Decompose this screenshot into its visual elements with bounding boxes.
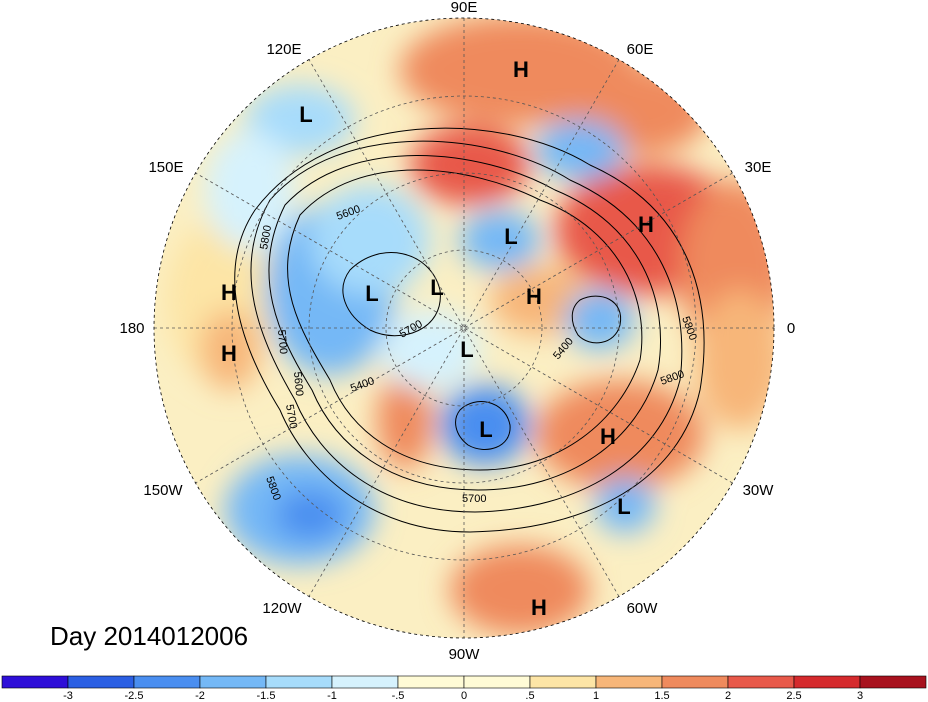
- center-marker: L: [365, 281, 378, 306]
- contour-label: 5700: [275, 329, 289, 354]
- colorbar-box: [265, 675, 333, 689]
- colorbar-tick-label: -1: [327, 690, 337, 702]
- colorbar-tick-label: -1.5: [257, 690, 276, 702]
- colorbar-box: [1, 675, 69, 689]
- figure-title: Day 2014012006: [50, 621, 248, 651]
- colorbar-box: [661, 675, 729, 689]
- colorbar-tick-label: 2: [725, 690, 731, 702]
- colorbar-tick-label: -3: [63, 690, 73, 702]
- pressure-centers: H L L L H L H L H L L H L H L H: [221, 57, 654, 620]
- center-marker: H: [513, 57, 529, 82]
- colorbar-tick-label: .5: [525, 690, 534, 702]
- center-marker: L: [617, 494, 630, 519]
- colorbar-tick-label: 1.5: [654, 690, 669, 702]
- longitude-labels: 90E 60E 30E 0 30W 60W 90W 120W 150W 180 …: [119, 0, 795, 663]
- lon-label-90w: 90W: [449, 646, 481, 663]
- height-contours: [234, 127, 705, 533]
- colorbar-box: [529, 675, 597, 689]
- colorbar-box: [133, 675, 201, 689]
- center-marker: L: [479, 417, 492, 442]
- center-marker: H: [221, 280, 237, 305]
- colorbar-box: [199, 675, 267, 689]
- lon-label-150w: 150W: [143, 482, 183, 499]
- lon-label-60e: 60E: [627, 41, 654, 58]
- graticule: [154, 18, 774, 638]
- contour-label: 5700: [283, 403, 299, 429]
- center-marker: H: [531, 595, 547, 620]
- lon-label-120w: 120W: [262, 600, 302, 617]
- lon-label-60w: 60W: [627, 600, 659, 617]
- center-marker: L: [430, 275, 443, 300]
- contour-label: 5700: [462, 493, 486, 505]
- colorbar-box: [793, 675, 861, 689]
- colorbar-box: [67, 675, 135, 689]
- map-boundary: [153, 17, 775, 639]
- colorbar-box: [463, 675, 531, 689]
- lon-label-30e: 30E: [745, 159, 772, 176]
- colorbar: -3 -2.5 -2 -1.5 -1 -.5 0 .5 1 1.5 2 2.5 3: [1, 675, 927, 702]
- lon-label-30w: 30W: [743, 482, 775, 499]
- center-marker: L: [460, 337, 473, 362]
- colorbar-tick-label: 3: [857, 690, 863, 702]
- colorbar-tick-label: -.5: [392, 690, 405, 702]
- center-marker: L: [504, 224, 517, 249]
- colorbar-tick-label: 0: [461, 690, 467, 702]
- center-marker: H: [600, 424, 616, 449]
- contour-label: 5800: [258, 224, 274, 250]
- colorbar-box: [331, 675, 399, 689]
- lon-label-150e: 150E: [148, 159, 183, 176]
- lon-label-0: 0: [787, 320, 795, 337]
- lon-label-120e: 120E: [266, 41, 301, 58]
- colorbar-tick-label: -2.5: [125, 690, 144, 702]
- contour-label: 5600: [291, 371, 305, 396]
- colorbar-tick-label: 2.5: [786, 690, 801, 702]
- colorbar-box: [397, 675, 465, 689]
- colorbar-tick-label: -2: [195, 690, 205, 702]
- colorbar-box: [727, 675, 795, 689]
- lon-label-90e: 90E: [451, 0, 478, 16]
- center-marker: H: [638, 212, 654, 237]
- anomaly-shading: [154, 18, 774, 638]
- center-marker: H: [221, 341, 237, 366]
- colorbar-box: [595, 675, 663, 689]
- colorbar-tick-label: 1: [593, 690, 599, 702]
- lon-label-180: 180: [119, 320, 144, 337]
- center-marker: L: [299, 102, 312, 127]
- colorbar-box: [859, 675, 927, 689]
- center-marker: H: [526, 284, 542, 309]
